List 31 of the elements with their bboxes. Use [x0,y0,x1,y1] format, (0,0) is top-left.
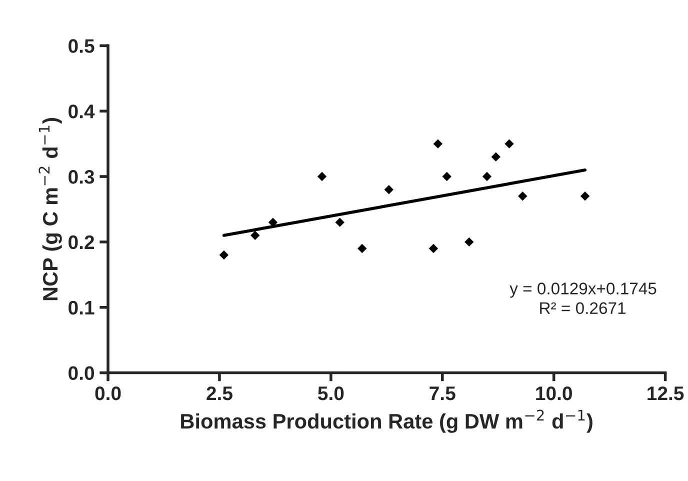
point [464,237,474,247]
point [428,244,438,254]
x-tick-label: 0.0 [95,386,121,400]
point [442,172,452,182]
point [358,244,367,254]
y-tick-label: 0.4 [68,104,95,118]
point [504,139,514,148]
x-axis-title: Biomass Production Rate (g DW m$^{−2}$ d$^{−1}$) [181,410,592,433]
point [433,139,443,148]
x-tick-label: 10.0 [536,386,572,400]
y-tick-label: 0.2 [68,235,94,250]
x-tick-label: 5.0 [318,386,344,400]
point [580,192,590,201]
y-tick-label: 0.3 [68,170,94,184]
y-tick-label: 0.0 [68,366,94,380]
y-tick-label: 0.1 [68,300,94,315]
point [482,172,492,182]
point [317,172,327,182]
annotation: y = 0.0129x+0.1745 [510,282,656,298]
y-tick-label: 0.5 [68,39,94,53]
point [335,218,344,227]
point [491,152,500,162]
x-tick-label: 7.5 [430,386,456,400]
y-axis-title: NCP (g C m$^{−2}$ d$^{−1}$) [38,118,62,300]
point [518,192,528,201]
point [250,230,260,240]
point [384,185,394,194]
x-tick-label: 2.5 [206,386,232,400]
annotation: R² = 0.2671 [540,302,626,314]
x-tick-label: 12.5 [648,386,684,400]
point [219,250,229,260]
